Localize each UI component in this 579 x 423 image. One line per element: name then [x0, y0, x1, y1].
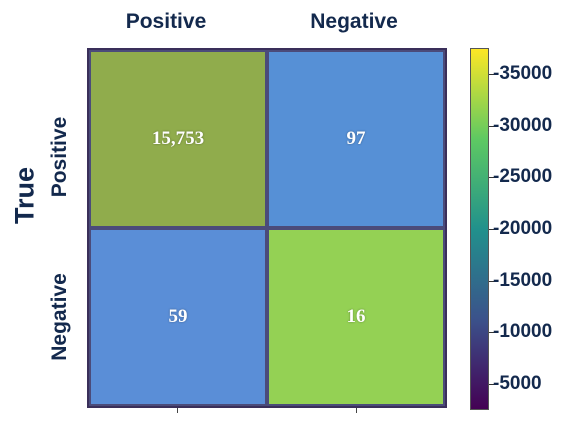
colorbar-tick-label: -25000	[493, 166, 553, 187]
colorbar-tick-label: -20000	[493, 218, 553, 239]
colorbar-tick-mark	[489, 126, 494, 127]
cell-true-negative-pred-negative: 16	[267, 228, 445, 406]
cell-true-negative-pred-positive: 59	[89, 228, 267, 406]
cell-value: 15,753	[151, 128, 205, 149]
column-label-positive: Positive	[125, 10, 207, 33]
cell-true-positive-pred-negative: 97	[267, 50, 445, 228]
cell-value: 97	[346, 128, 366, 149]
colorbar	[470, 48, 489, 410]
colorbar-tick-label: -35000	[493, 63, 553, 84]
colorbar-tick-mark	[489, 332, 494, 333]
colorbar-tick-mark	[489, 177, 494, 178]
x-tick-mark	[356, 408, 357, 413]
matrix-grid: 15,753 97 59 16	[87, 48, 447, 408]
cell-true-positive-pred-positive: 15,753	[89, 50, 267, 228]
cell-value: 16	[346, 306, 366, 327]
x-tick-mark	[177, 408, 178, 413]
colorbar-tick-label: -10000	[493, 321, 553, 342]
colorbar-tick-mark	[489, 229, 494, 230]
colorbar-tick-mark	[489, 384, 494, 385]
colorbar-tick-label: -30000	[493, 115, 553, 136]
colorbar-tick-mark	[489, 281, 494, 282]
y-axis-title: True	[9, 166, 40, 225]
row-label-positive: Positive	[48, 116, 71, 198]
column-label-negative: Negative	[310, 10, 398, 33]
colorbar-tick-mark	[489, 74, 494, 75]
cell-value: 59	[168, 306, 188, 327]
colorbar-tick-label: -15000	[493, 270, 553, 291]
row-label-negative: Negative	[48, 273, 71, 361]
colorbar-tick-label: -5000	[493, 373, 542, 394]
